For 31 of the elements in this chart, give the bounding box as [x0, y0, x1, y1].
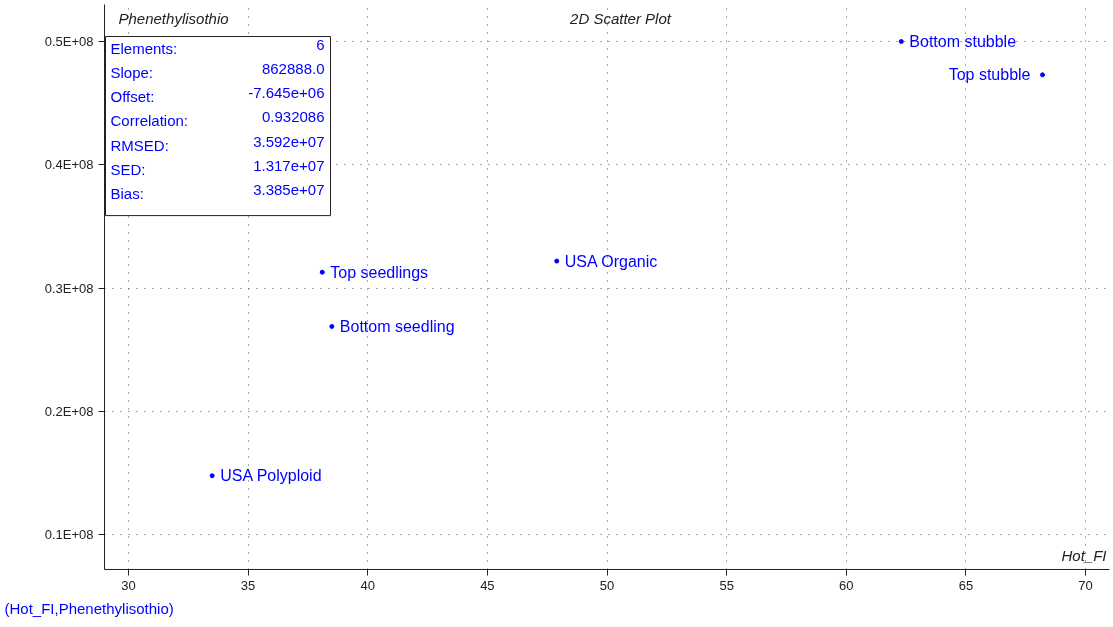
point: [319, 269, 325, 275]
y-tick-label: 0.5E+08: [44, 34, 94, 50]
x-tick-label: 60: [839, 577, 854, 593]
series-label: USA Polyploid: [220, 467, 322, 485]
point: [329, 323, 335, 329]
point: [1040, 72, 1045, 78]
text: (Hot_FI,Phenethylisothio): [4, 599, 174, 617]
x-tick-label: 55: [719, 577, 734, 593]
x-axis-title: Hot_FI: [1061, 546, 1107, 564]
chart-title: 2D Scatter Plot: [569, 9, 672, 27]
point: [554, 258, 560, 264]
series-label: Bottom seedling: [339, 317, 455, 335]
point: [898, 39, 904, 44]
x-tick-label: 35: [240, 577, 256, 593]
series-label: Bottom stubble: [909, 33, 1017, 51]
x-tick-label: 70: [1078, 577, 1093, 593]
y-tick-label: 0.4E+08: [44, 157, 94, 173]
x-tick-label: 50: [599, 577, 615, 593]
x-tick-label: 45: [480, 577, 495, 593]
y-tick-label: 0.1E+08: [44, 527, 94, 543]
series-label: USA Organic: [564, 252, 658, 270]
x-tick-label: 30: [121, 577, 136, 593]
x-tick-label: 65: [958, 577, 974, 593]
text: Elements: 6 Slope: 862888.0 Offset: -7.645e+06 Correlation: 0.932086 RMSED: 3.592e+07 SED: 1.317e+07 Bias: 3.385e+07: [110, 35, 325, 203]
series-label: Top stubble: [948, 66, 1031, 84]
y-tick-label: 0.3E+08: [44, 280, 94, 296]
point: [209, 473, 215, 479]
y-axis-title: Phenethylisothio: [118, 9, 229, 27]
y-tick-label: 0.2E+08: [44, 404, 94, 420]
series-label: Top seedlings: [330, 263, 429, 281]
x-tick-label: 40: [360, 577, 375, 593]
